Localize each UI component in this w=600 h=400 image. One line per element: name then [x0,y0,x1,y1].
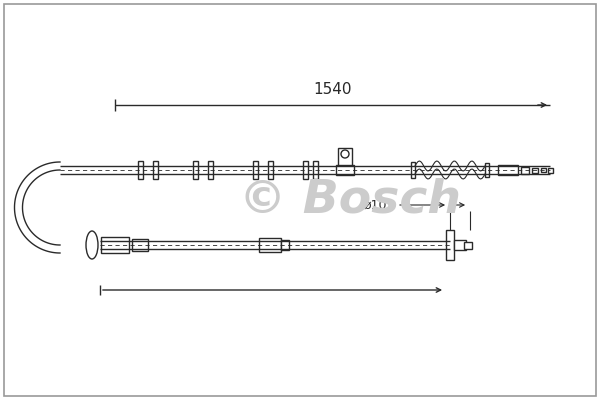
Bar [464,242,472,248]
Ellipse shape [86,231,98,259]
Bar [208,161,212,179]
Bar [193,161,197,179]
Bar [137,161,143,179]
Bar [485,163,489,177]
Bar [101,237,129,253]
Bar [313,161,317,179]
Bar [521,166,529,174]
Bar [152,161,157,179]
Text: 1540: 1540 [313,82,352,97]
Text: © Bosch: © Bosch [239,178,461,222]
Bar [253,161,257,179]
Bar [532,168,538,172]
Bar [541,168,545,172]
Bar [336,165,354,175]
Bar [338,148,352,168]
Circle shape [341,150,349,158]
Bar [132,239,148,251]
Bar [498,165,518,175]
Bar [268,161,272,179]
Bar [302,161,308,179]
Bar [411,162,415,178]
Bar [281,240,289,250]
Bar [454,240,466,250]
Bar [446,230,454,260]
Bar [548,168,553,172]
Text: ø10: ø10 [363,198,387,212]
Bar [259,238,281,252]
